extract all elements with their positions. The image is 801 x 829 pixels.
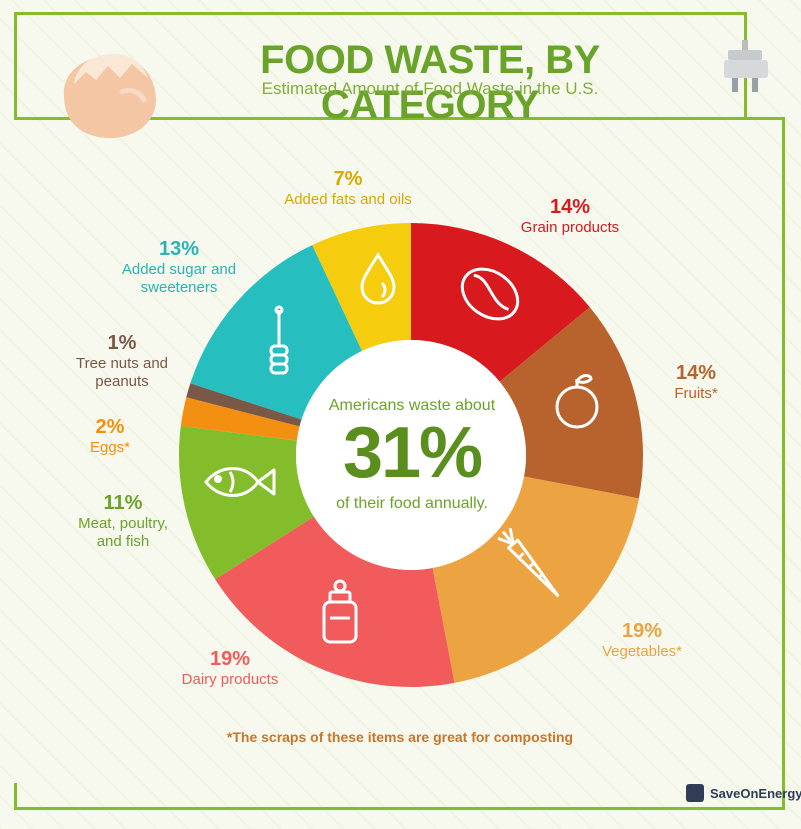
data-label: 11% <box>103 492 143 514</box>
data-label: 19% <box>621 620 663 642</box>
callout-nuts: 1% Tree nuts and peanuts <box>52 332 192 391</box>
center-caption-top: Americans waste about <box>328 397 496 414</box>
center-caption-bottom: of their food annually. <box>336 495 488 512</box>
callout-fruits: 14% Fruits* <box>646 362 746 403</box>
data-label: 1% <box>107 332 137 354</box>
category-label: Grain products <box>520 219 620 236</box>
callout-dairy: 19% Dairy products <box>160 648 300 689</box>
donut-slice <box>411 223 590 382</box>
milk-bottle-icon <box>322 579 358 644</box>
frame-bottom <box>14 783 785 810</box>
oil-drop-icon <box>360 252 396 305</box>
data-label: 13% <box>158 238 200 260</box>
callout-vegetables: 19% Vegetables* <box>582 620 702 661</box>
brand: SaveOnEnergy <box>686 784 801 802</box>
donut-slice <box>180 397 300 441</box>
category-label: Added sugar and sweeteners <box>121 261 237 296</box>
footnote: *The scraps of these items are great for… <box>226 729 574 745</box>
data-label: 14% <box>675 362 717 384</box>
callout-grain: 14% Grain products <box>500 196 640 237</box>
data-label: 7% <box>333 168 363 190</box>
frame-right <box>782 117 785 810</box>
category-label: Fruits* <box>674 385 718 402</box>
honey-dipper-icon <box>269 305 289 375</box>
category-label: Meat, poultry, and fish <box>78 515 168 550</box>
data-label: 19% <box>209 648 251 670</box>
plug-icon <box>724 40 768 92</box>
donut-hole <box>296 340 526 570</box>
page-subtitle: Estimated Amount of Food Waste in the U.… <box>261 79 599 98</box>
donut-slice <box>186 383 302 427</box>
fish-icon <box>204 467 276 497</box>
callout-sugar: 13% Added sugar and sweeteners <box>94 238 264 297</box>
carrot-icon <box>497 527 560 597</box>
donut-slice <box>178 425 314 580</box>
donut-slice <box>432 476 639 683</box>
data-label: 14% <box>549 196 591 218</box>
brand-name: SaveOnEnergy <box>710 785 801 801</box>
category-label: Vegetables* <box>601 643 683 660</box>
egg-shell-icon <box>63 54 156 138</box>
brand-logo-icon <box>686 784 704 802</box>
category-label: Added fats and oils <box>284 191 412 208</box>
coffee-bean-icon <box>460 267 520 321</box>
category-label: Dairy products <box>181 671 279 688</box>
data-label: 2% <box>95 416 125 438</box>
callout-eggs: 2% Eggs* <box>60 416 160 457</box>
category-label: Eggs* <box>89 439 131 456</box>
donut-slice <box>190 245 363 420</box>
category-label: Tree nuts and peanuts <box>76 355 168 390</box>
callout-meat: 11% Meat, poultry, and fish <box>58 492 188 551</box>
frame-divider <box>14 117 785 120</box>
donut-slice <box>499 307 644 499</box>
page-title: FOOD WASTE, BY CATEGORY <box>260 38 600 127</box>
orange-icon <box>555 374 599 429</box>
center-percentage: 31% <box>342 413 483 493</box>
callout-fats: 7% Added fats and oils <box>268 168 428 209</box>
